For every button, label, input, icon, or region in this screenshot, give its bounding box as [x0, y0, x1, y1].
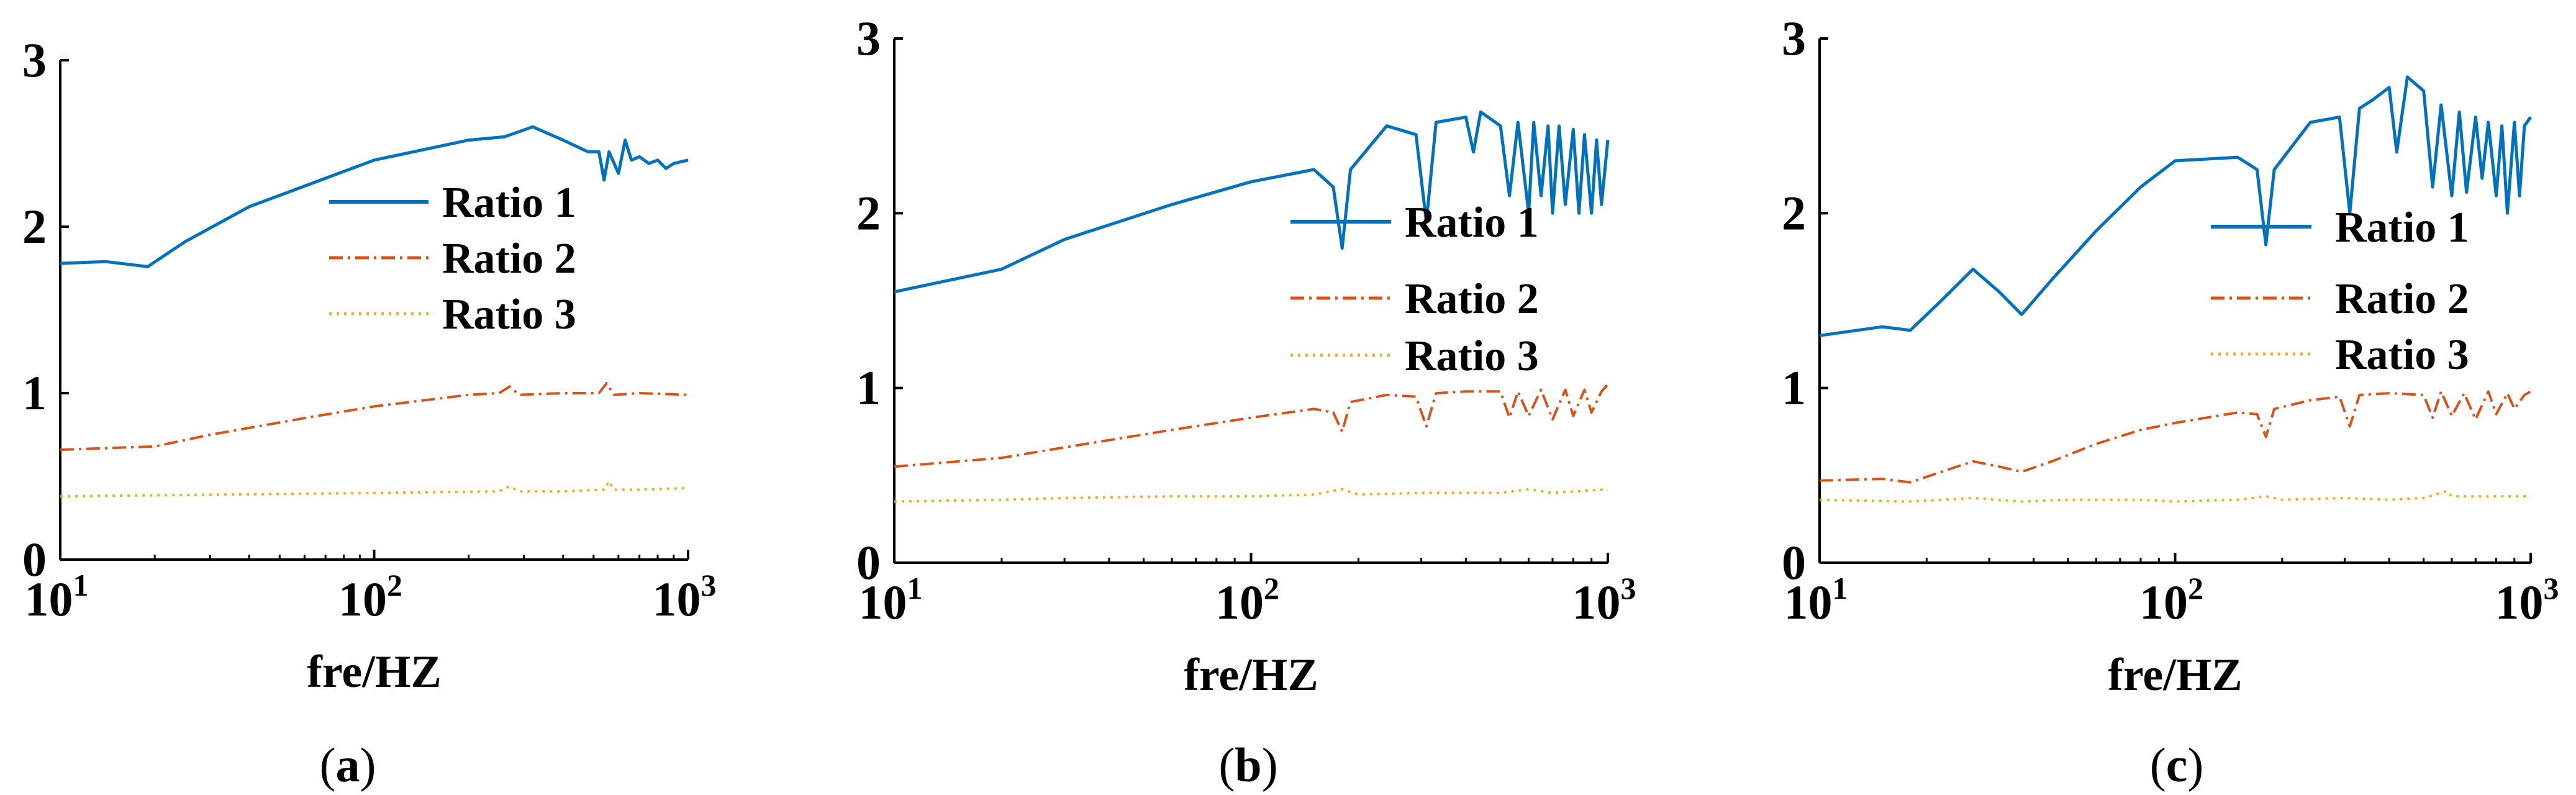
chart-panel-b: 0 1 2 3 101 102 103 fre/HZ Ratio 1 Ratio 2 Ratio 3… — [856, 11, 1636, 792]
y-tick-label: 1 — [1782, 361, 1806, 415]
x-tick-label: 103 — [653, 568, 717, 626]
x-tick-label: 102 — [338, 568, 402, 626]
x-tick-label: 103 — [1572, 571, 1636, 629]
y-tick-label: 2 — [856, 186, 881, 240]
y-tick-label: 3 — [856, 11, 881, 65]
x-tick-label: 101 — [25, 568, 89, 626]
series-line-ratio-1 — [60, 125, 689, 268]
x-axis-label: fre/HZ — [2108, 650, 2242, 701]
legend-label-ratio-2: Ratio 2 — [442, 235, 576, 283]
legend-label-ratio-1: Ratio 1 — [1405, 199, 1539, 247]
x-tick-label: 103 — [2495, 571, 2559, 629]
legend-label-ratio-1: Ratio 1 — [442, 179, 576, 227]
series-line-ratio-2 — [894, 383, 1609, 468]
y-tick-label: 3 — [1782, 11, 1806, 65]
y-tick-label: 3 — [22, 33, 47, 87]
y-tick-label: 1 — [856, 361, 881, 415]
legend-label-ratio-2: Ratio 2 — [2335, 275, 2469, 323]
legend-label-ratio-3: Ratio 3 — [1405, 332, 1539, 380]
legend: Ratio 1 Ratio 2 Ratio 3 — [329, 179, 576, 338]
series-line-ratio-1 — [1819, 75, 2533, 337]
x-axis-label: fre/HZ — [307, 647, 441, 697]
panel-caption-b: (b) — [1218, 738, 1277, 792]
x-tick-label: 101 — [1784, 571, 1848, 629]
chart-panel-a: 0 1 2 3 101 102 103 fre/HZ Ratio 1 Ratio 2 Ratio 3… — [22, 33, 717, 792]
legend-label-ratio-3: Ratio 3 — [2335, 331, 2469, 379]
x-axis-label: fre/HZ — [1184, 650, 1318, 701]
y-tick-label: 0 — [856, 535, 881, 589]
chart-panel-c: 0 1 2 3 101 102 103 fre/HZ Ratio 1 Ratio 2 Ratio 3… — [1782, 11, 2559, 792]
x-tick-label: 101 — [859, 571, 923, 629]
series-line-ratio-2 — [1819, 390, 2531, 484]
legend-label-ratio-3: Ratio 3 — [442, 291, 576, 338]
y-tick-label: 2 — [1782, 186, 1806, 240]
legend: Ratio 1 Ratio 2 Ratio 3 — [2211, 204, 2469, 379]
y-tick-label: 1 — [22, 366, 47, 420]
series-line-ratio-3 — [894, 488, 1608, 503]
panel-caption-a: (a) — [320, 738, 376, 792]
y-tick-label: 0 — [1782, 535, 1806, 589]
y-tick-label: 2 — [22, 199, 47, 253]
series-line-ratio-3 — [1819, 489, 2531, 503]
legend: Ratio 1 Ratio 2 Ratio 3 — [1290, 199, 1539, 380]
series-line-ratio-3 — [60, 480, 689, 498]
x-tick-label: 102 — [1215, 571, 1279, 629]
legend-label-ratio-2: Ratio 2 — [1405, 275, 1539, 323]
x-tick-label: 102 — [2139, 571, 2203, 629]
legend-label-ratio-1: Ratio 1 — [2335, 204, 2469, 252]
panel-caption-c: (c) — [2150, 738, 2204, 792]
series-line-ratio-1 — [894, 110, 1610, 294]
y-tick-label: 0 — [22, 532, 47, 586]
series-line-ratio-2 — [60, 381, 689, 452]
